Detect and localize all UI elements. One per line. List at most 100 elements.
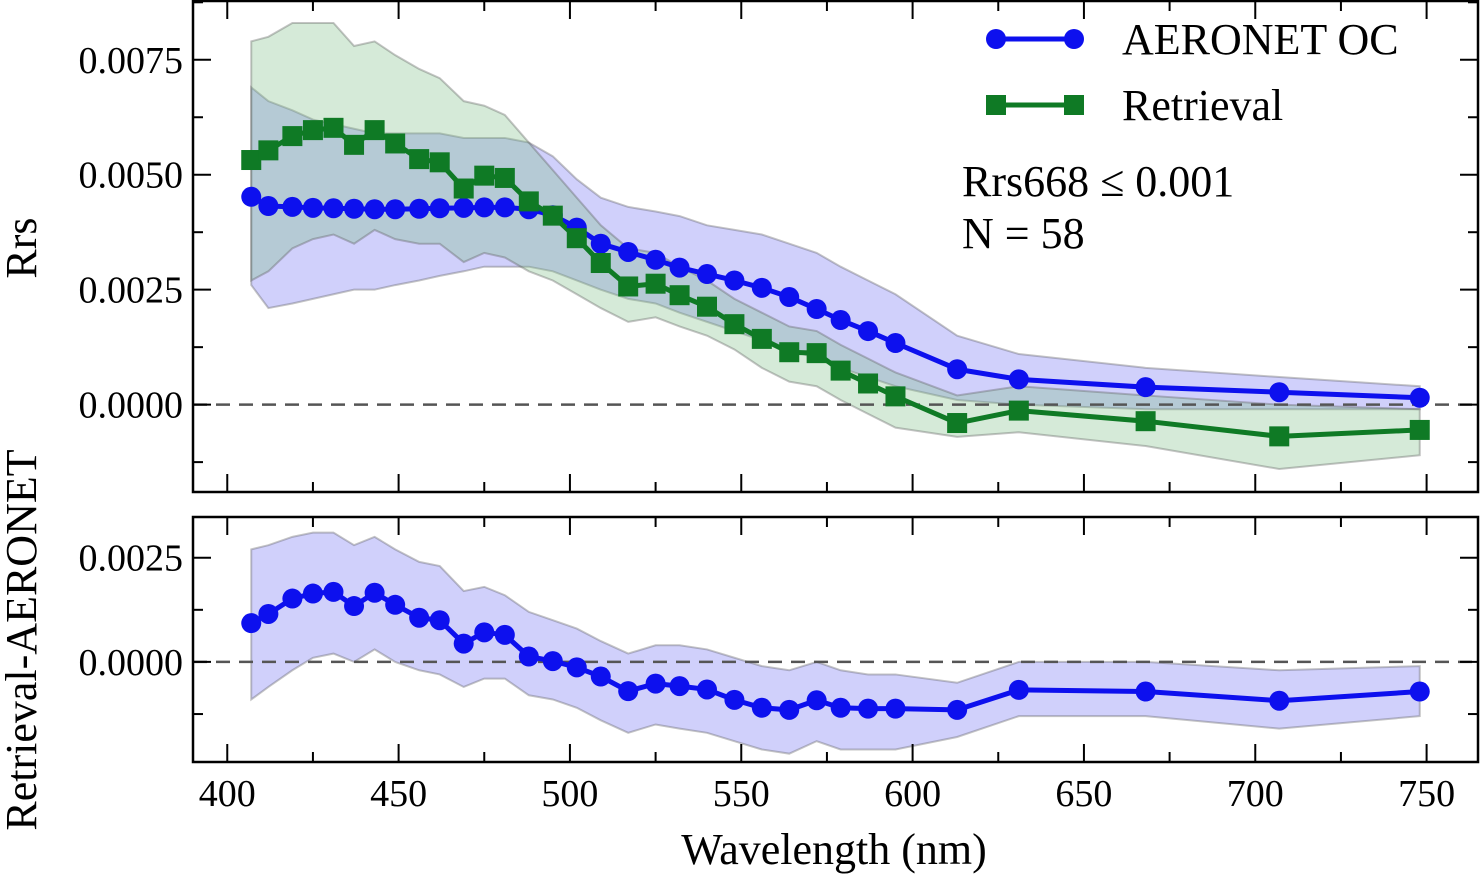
annotation-count: N = 58 <box>962 209 1085 258</box>
top-data-point <box>385 199 406 220</box>
annotation-condition: Rrs668 ≤ 0.001 <box>962 157 1234 206</box>
top-data-point <box>344 134 365 155</box>
top-data-point <box>1135 411 1156 432</box>
top-data-point <box>885 333 906 354</box>
top-data-point <box>590 233 611 254</box>
bot-x-tick-label: 750 <box>1398 773 1455 815</box>
bot-data-point <box>453 633 474 654</box>
top-y-tick-label: 0.0000 <box>79 385 184 427</box>
top-data-point <box>724 314 745 335</box>
bot-data-point <box>1008 679 1029 700</box>
bot-data-point <box>1409 681 1430 702</box>
bot-data-point <box>697 679 717 700</box>
top-data-point <box>618 241 639 262</box>
top-data-point <box>494 167 515 188</box>
top-data-point <box>542 205 563 226</box>
top-data-point <box>494 197 515 218</box>
top-data-point <box>669 257 690 278</box>
legend-retrieval-label: Retrieval <box>1122 81 1283 130</box>
top-data-point <box>302 197 323 218</box>
bot-data-point <box>542 651 563 672</box>
legend: AERONET OC Retrieval <box>986 15 1399 130</box>
top-data-point <box>806 343 827 364</box>
bot-data-point <box>409 607 430 628</box>
top-data-point <box>858 373 879 394</box>
top-data-point <box>409 149 430 170</box>
bot-x-tick-label: 500 <box>541 773 598 815</box>
bot-x-tick-label: 450 <box>370 773 427 815</box>
legend-aeronet-label: AERONET OC <box>1122 15 1399 64</box>
bot-data-point <box>885 698 906 719</box>
top-data-point <box>453 178 474 199</box>
x-axis-label: Wavelength (nm) <box>681 825 987 874</box>
bot-data-point <box>241 613 262 634</box>
bottom-plot-frame <box>191 515 1480 764</box>
bot-x-tick-label: 700 <box>1227 773 1284 815</box>
top-data-point <box>947 359 968 380</box>
top-data-point <box>518 191 539 212</box>
top-data-point <box>806 298 827 319</box>
top-data-point <box>282 126 303 147</box>
bottom-series-markers <box>241 581 1430 720</box>
top-y-tick-label: 0.0075 <box>79 40 184 82</box>
bottom-y-axis-label: Retrieval-AERONET <box>0 449 46 830</box>
bot-x-tick-label: 600 <box>884 773 941 815</box>
top-data-point <box>669 285 690 306</box>
top-series-markers <box>241 117 1430 447</box>
top-data-point <box>645 273 666 294</box>
top-data-point <box>697 264 717 285</box>
top-data-point <box>1269 382 1290 403</box>
top-data-point <box>885 386 906 407</box>
top-band-0 <box>250 85 1421 411</box>
bot-data-point <box>1269 690 1290 711</box>
bot-data-point <box>323 581 344 602</box>
annotation: Rrs668 ≤ 0.001 N = 58 <box>962 157 1234 258</box>
top-data-point <box>344 198 365 219</box>
bot-data-point <box>806 690 827 711</box>
top-data-point <box>1135 377 1156 398</box>
bot-data-point <box>282 588 303 609</box>
top-data-point <box>385 133 406 154</box>
top-data-point <box>858 321 879 342</box>
top-data-point <box>947 413 968 434</box>
top-data-point <box>724 270 745 291</box>
bot-y-tick-label: 0.0025 <box>79 538 184 580</box>
top-data-point <box>830 310 851 331</box>
top-data-point <box>429 152 450 173</box>
top-data-point <box>364 120 385 141</box>
top-data-point <box>1409 419 1430 440</box>
bot-x-tick-label: 550 <box>713 773 770 815</box>
top-axis-ticks: 0.0000 0.0025 0.0050 0.0075 <box>79 1 1478 492</box>
top-data-point <box>302 120 323 141</box>
legend-retrieval-marker <box>986 95 1006 115</box>
top-data-point <box>323 117 344 138</box>
bot-data-point <box>364 582 385 603</box>
top-data-point <box>323 198 344 219</box>
bot-data-point <box>724 689 745 710</box>
bot-data-point <box>474 622 495 643</box>
legend-aeronet-marker <box>1064 29 1084 49</box>
top-data-point <box>830 360 851 381</box>
bot-data-point <box>1135 681 1156 702</box>
top-plot-frame <box>191 0 1480 494</box>
legend-entry-retrieval: Retrieval <box>986 81 1283 130</box>
bot-data-point <box>258 603 279 624</box>
top-data-point <box>1008 400 1029 421</box>
top-data-point <box>590 253 611 274</box>
legend-aeronet-marker <box>986 29 1006 49</box>
top-data-point <box>364 199 385 220</box>
top-data-point <box>645 249 666 270</box>
bot-data-point <box>618 681 639 702</box>
top-data-point <box>566 228 587 249</box>
top-data-point <box>779 342 800 363</box>
top-data-point <box>429 198 450 219</box>
bot-data-point <box>566 657 587 678</box>
bot-data-point <box>669 676 690 697</box>
bot-data-point <box>302 583 323 604</box>
top-data-point <box>1409 387 1430 408</box>
top-data-point <box>282 196 303 217</box>
legend-retrieval-marker <box>1064 95 1084 115</box>
top-data-point <box>241 186 262 207</box>
bot-data-point <box>947 699 968 720</box>
top-data-point <box>779 287 800 308</box>
